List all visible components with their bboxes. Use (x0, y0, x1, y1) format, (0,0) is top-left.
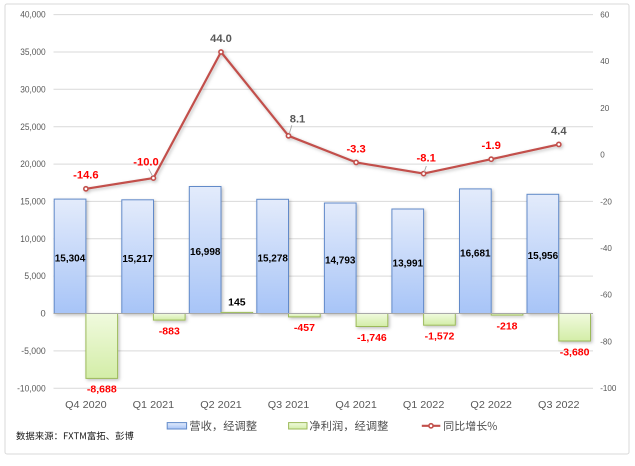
svg-text:-100: -100 (600, 384, 617, 393)
svg-text:40,000: 40,000 (20, 10, 46, 20)
svg-text:30,000: 30,000 (20, 84, 46, 94)
svg-text:-883: -883 (159, 325, 180, 337)
svg-text:16,681: 16,681 (460, 247, 491, 259)
svg-text:14,793: 14,793 (325, 254, 356, 266)
svg-text:35,000: 35,000 (20, 47, 46, 57)
svg-text:-3,680: -3,680 (560, 346, 590, 358)
svg-text:Q1 2021: Q1 2021 (133, 399, 175, 411)
svg-text:Q4 2020: Q4 2020 (65, 399, 107, 411)
svg-text:5,000: 5,000 (24, 271, 45, 281)
svg-text:-1.9: -1.9 (482, 140, 501, 152)
svg-text:Q3 2021: Q3 2021 (268, 399, 310, 411)
svg-text:16,998: 16,998 (190, 246, 221, 258)
svg-text:15,217: 15,217 (122, 253, 153, 265)
svg-text:15,000: 15,000 (20, 197, 46, 207)
svg-text:-8,688: -8,688 (87, 384, 117, 396)
svg-text:13,991: 13,991 (393, 257, 424, 269)
svg-text:-1,746: -1,746 (357, 332, 387, 344)
svg-text:10,000: 10,000 (20, 234, 46, 244)
svg-text:-3.3: -3.3 (346, 143, 365, 155)
svg-text:4.4: 4.4 (551, 125, 567, 137)
svg-text:-10.0: -10.0 (133, 157, 159, 169)
svg-text:44.0: 44.0 (210, 33, 232, 45)
svg-text:-10,000: -10,000 (17, 383, 46, 393)
svg-text:0: 0 (600, 151, 605, 160)
svg-text:145: 145 (228, 297, 246, 309)
svg-text:20,000: 20,000 (20, 159, 46, 169)
svg-text:-218: -218 (496, 320, 517, 332)
svg-text:Q2 2021: Q2 2021 (200, 399, 242, 411)
svg-text:-8.1: -8.1 (417, 153, 436, 165)
svg-text:-1,572: -1,572 (425, 331, 455, 343)
svg-text:-5,000: -5,000 (21, 346, 46, 356)
svg-text:-14.6: -14.6 (73, 170, 99, 182)
svg-text:Q4 2021: Q4 2021 (335, 399, 377, 411)
svg-text:-457: -457 (294, 322, 315, 334)
svg-text:Q1 2022: Q1 2022 (403, 399, 445, 411)
svg-text:-80: -80 (600, 337, 612, 346)
svg-text:0: 0 (41, 309, 46, 319)
svg-text:40: 40 (600, 57, 610, 66)
svg-text:8.1: 8.1 (290, 114, 306, 126)
svg-text:-40: -40 (600, 244, 612, 253)
svg-text:Q3 2022: Q3 2022 (538, 399, 580, 411)
svg-text:60: 60 (600, 11, 610, 20)
svg-text:15,956: 15,956 (528, 250, 559, 262)
svg-text:15,304: 15,304 (55, 253, 86, 265)
svg-text:20: 20 (600, 104, 610, 113)
svg-text:15,278: 15,278 (257, 253, 288, 265)
svg-text:Q2 2022: Q2 2022 (470, 399, 512, 411)
svg-text:-60: -60 (600, 291, 612, 300)
svg-text:-20: -20 (600, 197, 612, 206)
svg-text:25,000: 25,000 (20, 122, 46, 132)
